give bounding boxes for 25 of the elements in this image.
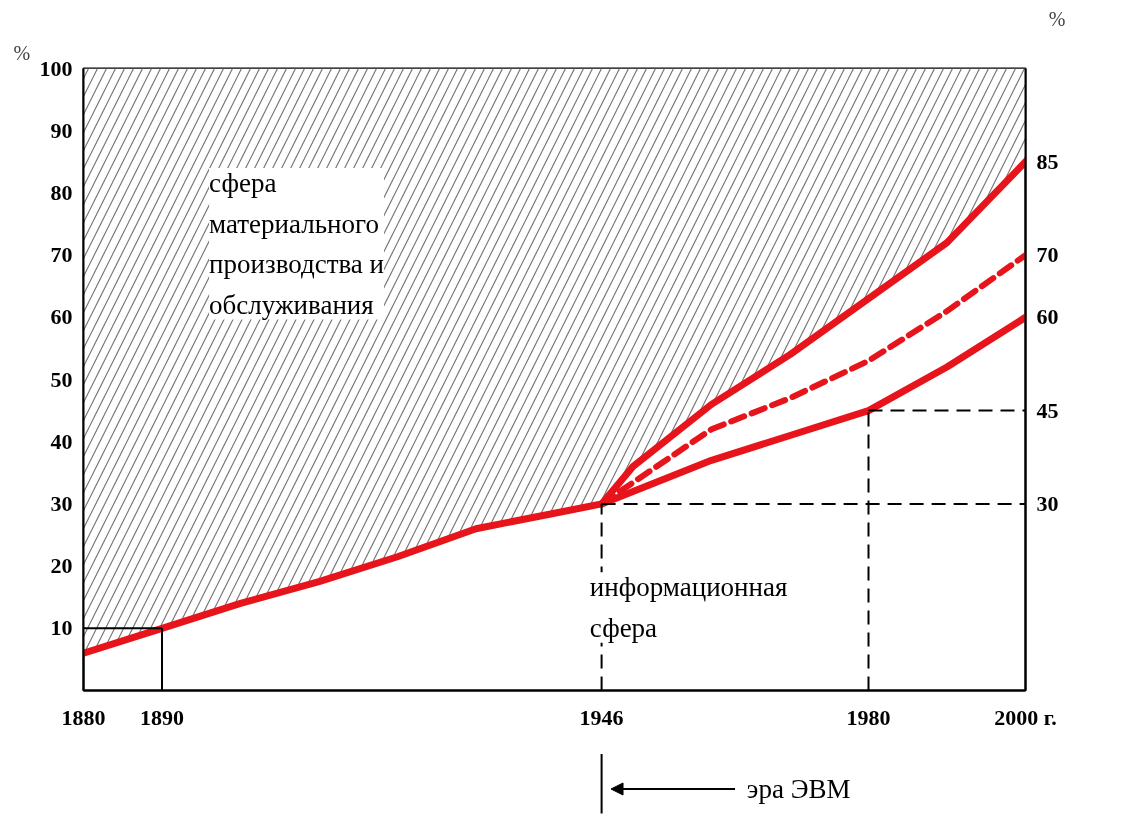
y2-tick-label: 70 <box>1036 242 1059 268</box>
y2-tick-label: 45 <box>1036 397 1059 423</box>
y-axis-title: % <box>13 41 31 64</box>
x-tick-label: 1980 <box>846 704 891 730</box>
y-tick-label: 80 <box>50 179 73 205</box>
x-tick-label: 2000 г. <box>994 704 1057 730</box>
y-tick-label: 40 <box>50 428 73 454</box>
y2-tick-label: 85 <box>1036 148 1059 174</box>
x-tick-label: 1890 <box>140 704 184 730</box>
y-tick-label: 20 <box>50 553 73 579</box>
x-tick-label: 1946 <box>579 704 624 730</box>
y-tick-label: 50 <box>50 366 73 392</box>
y-tick-label: 90 <box>50 117 73 143</box>
y2-tick-label: 30 <box>1036 490 1059 516</box>
y-tick-label: 70 <box>50 242 73 268</box>
annotation: информационная сфера <box>589 572 788 643</box>
y-tick-label: 10 <box>50 615 73 641</box>
y-tick-label: 30 <box>50 490 73 516</box>
y2-axis-title: % <box>1048 7 1066 30</box>
y-tick-label: 60 <box>50 304 73 330</box>
y-tick-label: 100 <box>39 55 73 81</box>
text: эра ЭВМ <box>746 774 851 804</box>
x-tick-label: 1880 <box>61 704 106 730</box>
y2-tick-label: 60 <box>1036 304 1059 330</box>
annotation: сфера материального производства и обслуживания <box>209 168 385 320</box>
